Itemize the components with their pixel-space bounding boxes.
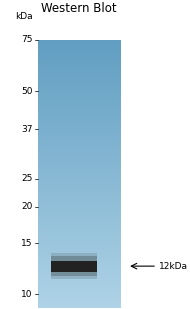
Text: 12kDa: 12kDa [159, 262, 188, 271]
Text: Western Blot: Western Blot [41, 2, 117, 15]
Text: 50: 50 [21, 87, 33, 95]
Text: 75: 75 [21, 36, 33, 44]
Text: 10: 10 [21, 290, 33, 299]
Text: 20: 20 [21, 202, 33, 211]
Text: 25: 25 [21, 174, 33, 183]
Text: 37: 37 [21, 125, 33, 133]
Text: kDa: kDa [15, 12, 33, 21]
Text: 15: 15 [21, 239, 33, 248]
